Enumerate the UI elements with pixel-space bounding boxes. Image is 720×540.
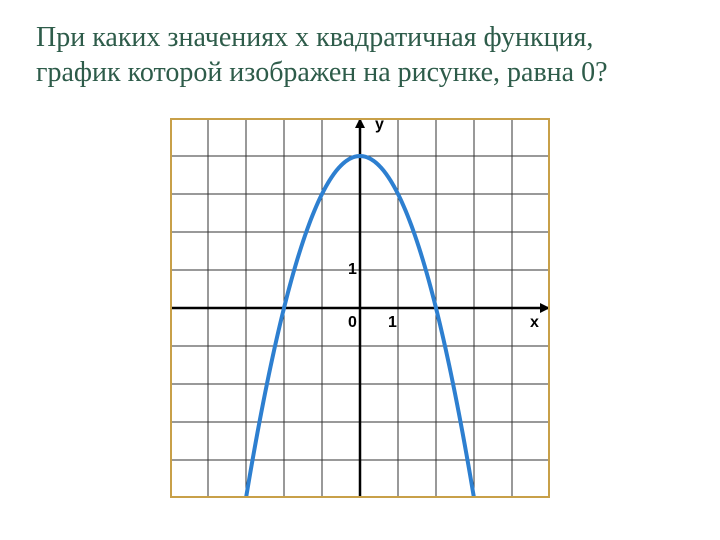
- chart-container: у х 0 1 1: [170, 118, 550, 498]
- x-axis-label: х: [530, 314, 539, 332]
- question-title: При каких значениях х квадратичная функц…: [36, 20, 684, 90]
- coordinate-plane: [170, 118, 550, 498]
- one-y-label: 1: [348, 261, 357, 279]
- y-axis-label: у: [375, 116, 384, 134]
- origin-label: 0: [348, 314, 357, 332]
- title-line-1: При каких значениях х квадратичная функц…: [36, 22, 593, 53]
- one-x-label: 1: [388, 314, 397, 332]
- title-line-2: график которой изображен на рисунке, рав…: [36, 57, 608, 88]
